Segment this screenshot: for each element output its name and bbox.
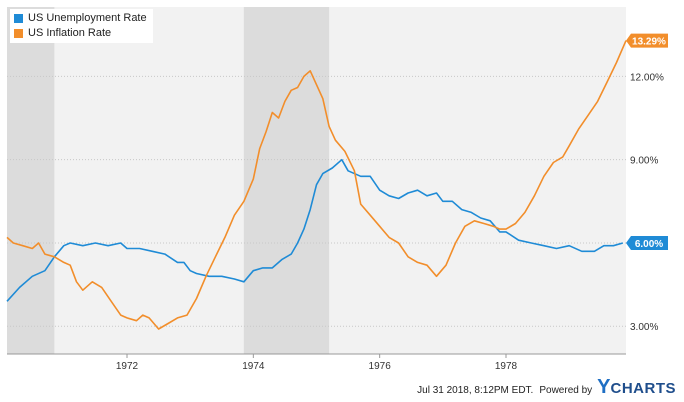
end-label-text: 6.00% <box>635 239 663 250</box>
timestamp: Jul 31 2018, 8:12PM EDT. <box>417 385 534 396</box>
series-lines <box>6 40 627 330</box>
footer: Jul 31 2018, 8:12PM EDT. Powered by Y CH… <box>417 376 676 398</box>
ycharts-logo-y[interactable]: Y <box>597 376 611 398</box>
ycharts-logo-text[interactable]: CHARTS <box>610 380 676 397</box>
end-label-unemployment: 6.00% <box>626 235 668 250</box>
grid-lines <box>7 75 626 327</box>
end-labels: 13.29% 6.00% <box>626 33 668 250</box>
end-label-text: 13.29% <box>632 37 666 48</box>
y-tick-label: 3.00% <box>630 322 658 333</box>
end-label-badge <box>626 33 668 48</box>
powered-by-text: Powered by <box>539 385 593 396</box>
x-axis-ticks: 1972 1974 1976 1978 <box>116 354 518 372</box>
x-tick-label: 1978 <box>495 361 518 372</box>
legend-swatch-inflation <box>14 29 23 38</box>
y-axis-ticks: 3.00% 6.00% 9.00% 12.00% <box>630 72 664 333</box>
end-label-inflation: 13.29% <box>626 33 668 48</box>
x-tick-label: 1972 <box>116 361 139 372</box>
y-tick-label: 12.00% <box>630 72 664 83</box>
series-line-unemployment <box>6 158 624 302</box>
legend-label-unemployment: US Unemployment Rate <box>28 12 147 24</box>
legend-swatch-unemployment <box>14 14 23 23</box>
legend-item-unemployment[interactable]: US Unemployment Rate <box>14 11 147 26</box>
series-line-inflation <box>6 40 627 330</box>
recession-band-0 <box>7 7 55 354</box>
legend-label-inflation: US Inflation Rate <box>28 27 112 39</box>
x-tick-label: 1974 <box>242 361 265 372</box>
legend-item-inflation[interactable]: US Inflation Rate <box>14 26 147 41</box>
end-label-badge <box>626 235 668 250</box>
y-tick-label: 9.00% <box>630 156 658 167</box>
x-tick-label: 1976 <box>369 361 392 372</box>
recession-shading <box>7 7 330 354</box>
legend: US Unemployment Rate US Inflation Rate <box>10 9 153 43</box>
recession-band-1 <box>243 7 330 354</box>
